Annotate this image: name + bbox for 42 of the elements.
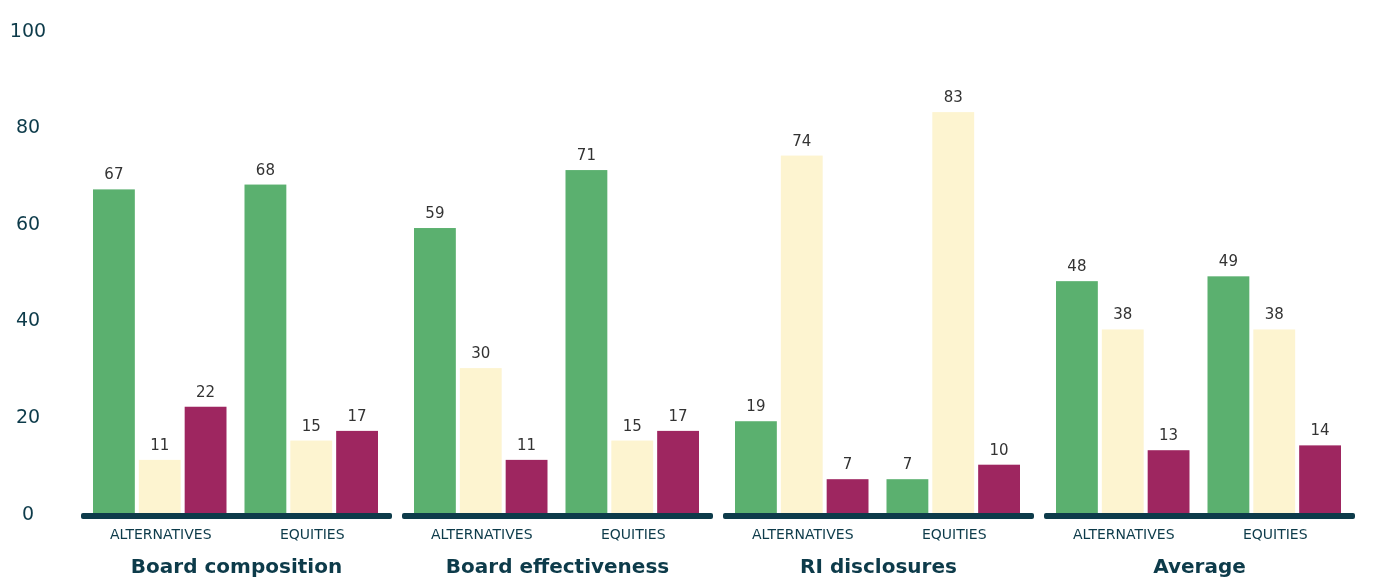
data-label: 14 [1310,421,1330,440]
data-label: 11 [150,435,170,454]
x-tick-label: ALTERNATIVES [109,526,212,542]
data-label: 67 [104,165,124,184]
data-label: 15 [301,416,321,435]
y-tick-label: 40 [15,308,41,331]
x-tick-label: EQUITIES [1242,526,1308,542]
data-label: 22 [196,382,216,401]
x-tick-label: ALTERNATIVES [430,526,533,542]
data-label: 7 [902,455,913,474]
data-label: 74 [792,131,812,150]
text: Board composition [130,554,343,578]
data-label: 38 [1113,305,1133,324]
data-label: 71 [576,146,596,165]
x-tick-label: EQUITIES [921,526,987,542]
text: RI disclosures [800,554,957,578]
data-label: 19 [746,397,766,416]
y-tick-label: 0 [21,501,35,524]
data-label: 7 [842,455,853,474]
y-tick-label: 100 [9,18,47,41]
data-label: 13 [1159,426,1179,445]
data-label: 59 [425,204,445,223]
x-tick-label: EQUITIES [600,526,666,542]
data-label: 38 [1264,305,1284,324]
data-label: 83 [943,88,963,107]
x-tick-label: EQUITIES [279,526,345,542]
data-label: 17 [347,406,367,425]
data-label: 11 [517,435,537,454]
y-tick-label: 80 [15,115,41,138]
data-label: 15 [622,416,642,435]
y-tick-label: 60 [15,211,41,234]
data-label: 10 [989,440,1009,459]
data-label: 17 [668,406,688,425]
y-tick-label: 20 [15,405,41,428]
data-label: 30 [471,344,491,363]
x-tick-label: ALTERNATIVES [751,526,854,542]
text: Board effectiveness [445,554,670,578]
text: Average [1153,554,1246,578]
data-label: 49 [1218,252,1238,271]
x-tick-label: ALTERNATIVES [1072,526,1175,542]
data-label: 48 [1067,257,1087,276]
data-label: 68 [255,160,275,179]
